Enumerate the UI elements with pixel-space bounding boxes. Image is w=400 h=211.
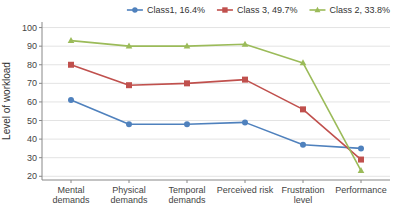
x-tick-label: Performance <box>335 185 387 195</box>
grid-line <box>42 176 390 177</box>
series <box>68 37 365 173</box>
x-tick-label-line: Mental <box>57 185 84 195</box>
data-point <box>184 80 190 86</box>
x-tick-label: Physicaldemands <box>110 185 148 205</box>
data-point <box>358 157 364 163</box>
grid-line <box>42 83 390 84</box>
series-line <box>71 65 361 160</box>
data-point <box>126 43 133 49</box>
legend-marker <box>222 7 227 12</box>
x-tick <box>187 180 188 183</box>
y-tick-label: 80 <box>27 60 37 70</box>
x-tick <box>303 180 304 183</box>
x-tick-label-line: demands <box>110 195 148 205</box>
grid-line <box>42 101 390 102</box>
legend-label: Class1, 16.4% <box>147 5 205 15</box>
y-axis-label: Level of workload <box>1 62 12 140</box>
y-tick-label: 70 <box>27 78 37 88</box>
y-tick-label: 20 <box>27 171 37 181</box>
y-tick-label: 90 <box>27 41 37 51</box>
x-tick-label: Mentaldemands <box>52 185 90 205</box>
x-tick-label-line: demands <box>52 195 90 205</box>
y-tick-label: 50 <box>27 116 37 126</box>
legend-marker <box>314 7 320 12</box>
x-tick-label-line: demands <box>168 195 206 205</box>
y-tick-label: 30 <box>27 153 37 163</box>
grid-line <box>42 157 390 158</box>
x-tick <box>361 180 362 183</box>
y-tick-label: 60 <box>27 97 37 107</box>
x-tick-label: Frustrationlevel <box>281 185 324 205</box>
x-tick-label-line: Temporal <box>168 185 205 195</box>
chart-svg: 2030405060708090100MentaldemandsPhysical… <box>0 0 400 211</box>
grid-line <box>42 27 390 28</box>
series-line <box>71 41 361 171</box>
data-point <box>300 59 307 65</box>
data-point <box>68 97 74 103</box>
chart-container: 2030405060708090100MentaldemandsPhysical… <box>0 0 400 211</box>
data-point <box>242 41 249 47</box>
grid-line <box>42 120 390 121</box>
data-point <box>300 142 306 148</box>
data-point <box>68 62 74 68</box>
series <box>68 62 364 163</box>
x-tick-label-line: Performance <box>335 185 387 195</box>
data-point <box>184 121 190 127</box>
data-point <box>358 145 364 151</box>
y-grid <box>42 28 390 177</box>
legend: Class1, 16.4% Class 3, 49.7% Class 2, 33.8… <box>127 5 390 15</box>
data-point <box>242 77 248 83</box>
x-tick-label: Temporaldemands <box>168 185 206 205</box>
x-tick <box>129 180 130 183</box>
legend-item: Class 3, 49.7% <box>217 5 298 15</box>
x-axis-line <box>42 180 390 181</box>
y-tick-label: 40 <box>27 134 37 144</box>
x-tick <box>245 180 246 183</box>
legend-label: Class 2, 33.8% <box>329 5 390 15</box>
x-tick-label: Perceived risk <box>217 185 274 195</box>
grid-line <box>42 64 390 65</box>
x-tick-label-line: Perceived risk <box>217 185 274 195</box>
data-point <box>68 37 75 43</box>
legend-item: Class 2, 33.8% <box>309 5 390 15</box>
x-tick-label-line: Physical <box>112 185 146 195</box>
x-tick-label-line: Frustration <box>281 185 324 195</box>
data-point <box>126 82 132 88</box>
series-line <box>71 100 361 148</box>
data-point <box>300 106 306 112</box>
y-axis-line <box>42 22 43 180</box>
legend-label: Class 3, 49.7% <box>237 5 298 15</box>
data-point <box>242 119 248 125</box>
data-point <box>126 121 132 127</box>
x-tick-label-line: level <box>294 195 313 205</box>
legend-marker <box>132 7 137 12</box>
data-point <box>358 167 365 173</box>
legend-item: Class1, 16.4% <box>127 5 205 15</box>
x-tick <box>71 180 72 183</box>
data-point <box>184 43 191 49</box>
y-tick-label: 100 <box>22 23 37 33</box>
plot-marks <box>68 37 365 173</box>
